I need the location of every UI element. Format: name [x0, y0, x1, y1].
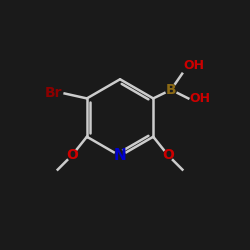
Text: OH: OH	[184, 60, 204, 72]
Text: O: O	[66, 148, 78, 162]
Text: B: B	[166, 83, 176, 97]
Circle shape	[163, 150, 173, 160]
Text: O: O	[162, 148, 174, 162]
Text: OH: OH	[190, 92, 210, 105]
Circle shape	[114, 150, 126, 161]
Circle shape	[166, 84, 176, 95]
Text: N: N	[114, 148, 126, 164]
Circle shape	[67, 150, 77, 160]
Text: Br: Br	[45, 86, 63, 101]
